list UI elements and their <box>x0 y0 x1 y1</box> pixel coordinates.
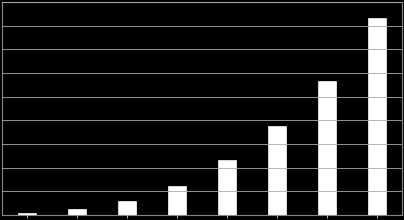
Bar <box>218 160 236 215</box>
Bar <box>318 81 336 215</box>
Bar <box>118 201 136 215</box>
Bar <box>18 213 36 215</box>
Bar <box>368 18 386 215</box>
Bar <box>268 126 286 215</box>
Bar <box>168 185 186 215</box>
Bar <box>68 209 86 215</box>
